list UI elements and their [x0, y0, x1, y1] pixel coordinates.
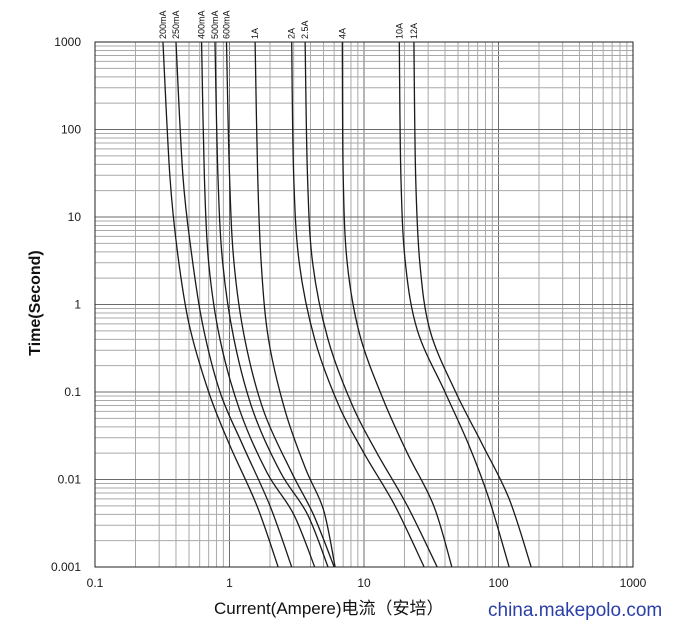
x-axis-label: Current(Ampere)电流（安培） — [214, 599, 444, 618]
x-tick-label: 1000 — [620, 576, 647, 590]
curves — [162, 41, 532, 568]
curve-500mA — [214, 41, 329, 568]
y-tick-label: 1000 — [54, 35, 81, 49]
curve-label: 10A — [394, 23, 404, 39]
curve-label: 1A — [250, 28, 260, 39]
y-tick-label: 100 — [61, 123, 81, 137]
y-tick-label: 0.01 — [58, 473, 82, 487]
curve-250mA — [175, 41, 293, 568]
curve-10A — [398, 41, 510, 568]
x-tick-label: 0.1 — [87, 576, 104, 590]
x-tick-label: 10 — [357, 576, 371, 590]
curve-label: 12A — [409, 23, 419, 39]
y-tick-label: 0.1 — [64, 385, 81, 399]
curve-2.5A — [304, 41, 438, 568]
x-tick-labels: 0.1 1 10 100 1000 — [87, 576, 647, 590]
curve-label: 600mA — [222, 10, 232, 39]
curve-labels: 200mA 250mA 400mA 500mA 600mA 1A 2A 2.5A 4A 10A 12… — [158, 10, 419, 39]
y-tick-label: 0.001 — [51, 560, 81, 574]
curve-label: 400mA — [197, 10, 207, 39]
curve-1A — [254, 41, 336, 568]
curve-label: 250mA — [171, 10, 181, 39]
curve-label: 4A — [337, 28, 347, 39]
y-tick-label: 1 — [74, 298, 81, 312]
curve-600mA — [225, 41, 335, 568]
curve-4A — [341, 41, 453, 568]
plot-frame — [94, 41, 634, 568]
watermark-text: china.makepolo.com — [488, 600, 663, 621]
x-tick-label: 1 — [226, 576, 233, 590]
curve-2A — [291, 41, 425, 568]
y-tick-labels: 1000 100 10 1 0.1 0.01 0.001 — [51, 35, 81, 574]
curve-label: 2.5A — [300, 20, 310, 39]
x-tick-label: 100 — [488, 576, 508, 590]
y-tick-label: 10 — [68, 210, 82, 224]
curve-12A — [413, 41, 532, 568]
curve-label: 2A — [287, 28, 297, 39]
curve-200mA — [162, 41, 279, 568]
curve-400mA — [200, 41, 316, 568]
curve-label: 200mA — [158, 10, 168, 39]
curve-label: 500mA — [210, 10, 220, 39]
grid — [94, 41, 634, 568]
y-axis-label: Time(Second) — [27, 250, 44, 356]
